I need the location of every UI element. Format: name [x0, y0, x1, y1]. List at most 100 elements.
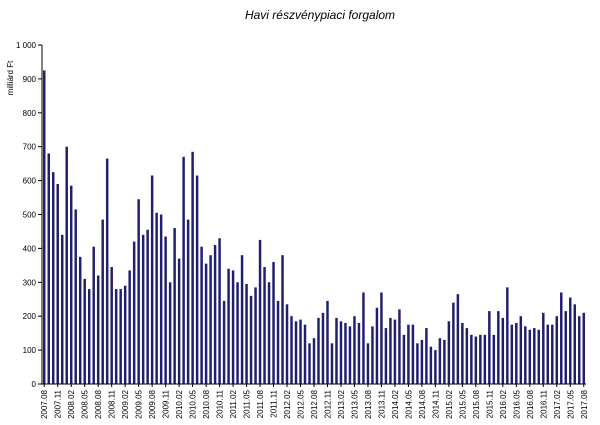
bar	[164, 236, 167, 384]
x-tick-label: 2015.11	[485, 389, 494, 418]
x-tick-label: 2009.08	[148, 389, 157, 418]
bar	[168, 282, 172, 384]
bar	[384, 328, 388, 384]
bar	[182, 156, 185, 384]
x-tick-label: 2013.02	[337, 389, 346, 418]
bar	[501, 317, 505, 384]
bar	[308, 343, 311, 384]
y-axis-label: milliárd Ft	[6, 60, 15, 95]
bar	[560, 292, 563, 384]
x-tick-label: 2007.11	[54, 389, 63, 418]
bar	[227, 268, 230, 384]
bar	[105, 158, 109, 384]
bar	[492, 334, 496, 384]
bar	[528, 329, 532, 384]
bar	[515, 322, 518, 384]
bar	[326, 300, 329, 384]
bar	[231, 270, 235, 384]
bar	[123, 285, 127, 384]
x-tick-label: 2016.02	[499, 389, 508, 418]
bar	[546, 324, 550, 384]
bar	[339, 321, 343, 384]
bar	[56, 183, 59, 384]
bar	[191, 151, 194, 384]
x-tick-label: 2009.11	[162, 389, 171, 418]
x-tick-label: 2011.11	[270, 389, 279, 417]
bar	[65, 146, 68, 384]
bar	[497, 311, 500, 384]
y-tick-label: 600	[23, 177, 37, 186]
bar	[344, 322, 347, 384]
bar	[222, 300, 226, 384]
bar	[236, 282, 239, 384]
bar	[195, 175, 199, 384]
bar	[52, 172, 55, 384]
x-tick-label: 2014.08	[418, 389, 427, 418]
x-tick-label: 2010.02	[175, 389, 184, 418]
bar	[479, 334, 482, 384]
bar	[569, 297, 572, 384]
x-tick-label: 2012.08	[310, 389, 319, 418]
bar	[321, 312, 325, 384]
bar	[218, 238, 221, 384]
x-tick-label: 2016.05	[512, 389, 521, 418]
x-tick-label: 2010.08	[202, 389, 211, 418]
bar	[258, 239, 262, 384]
bar	[74, 209, 77, 384]
bar	[87, 289, 91, 384]
bar	[92, 246, 95, 384]
bar	[438, 338, 442, 384]
bar	[114, 289, 118, 384]
bar	[456, 294, 460, 384]
bar	[564, 311, 568, 384]
bar	[551, 324, 554, 384]
bar	[371, 326, 374, 384]
y-tick-label: 800	[23, 109, 37, 118]
bar	[200, 246, 203, 384]
x-tick-label: 2010.11	[216, 389, 225, 418]
x-tick-label: 2012.05	[297, 389, 306, 418]
x-tick-label: 2011.05	[243, 389, 252, 418]
bar	[78, 256, 82, 384]
bar	[240, 255, 244, 384]
bar	[213, 245, 217, 384]
bar	[267, 282, 271, 384]
x-tick-label: 2012.02	[283, 389, 292, 418]
bar	[353, 316, 356, 384]
y-tick-label: 500	[23, 211, 37, 220]
bars	[43, 70, 585, 385]
x-tick-label: 2009.05	[135, 389, 144, 418]
bar	[573, 304, 576, 384]
bar	[96, 275, 100, 384]
x-tick-label: 2015.08	[472, 389, 481, 418]
y-tick-label: 700	[23, 143, 37, 152]
bar	[348, 326, 352, 384]
bar	[159, 214, 163, 384]
bar	[43, 70, 46, 385]
bar	[452, 302, 455, 384]
chart-title: Havi részvénypiaci forgalom	[245, 8, 395, 22]
bar	[281, 255, 284, 384]
bar	[155, 212, 158, 384]
bar	[317, 317, 320, 384]
bar	[119, 289, 122, 384]
bar	[312, 338, 316, 384]
bar	[263, 267, 266, 384]
bar	[434, 350, 437, 384]
x-tick-label: 2014.11	[431, 389, 440, 418]
y-tick-label: 400	[23, 244, 37, 253]
bar	[537, 329, 541, 384]
x-tick-label: 2008.05	[81, 389, 90, 418]
bar	[303, 324, 307, 384]
bar	[533, 328, 536, 384]
bar	[524, 326, 527, 384]
bar	[375, 307, 379, 384]
x-tick-label: 2017.08	[580, 389, 589, 418]
bar	[398, 309, 401, 384]
x-tick-label: 2007.08	[40, 389, 49, 418]
x-tick-label: 2013.08	[364, 389, 373, 418]
bar	[272, 261, 275, 384]
bar	[411, 324, 415, 384]
